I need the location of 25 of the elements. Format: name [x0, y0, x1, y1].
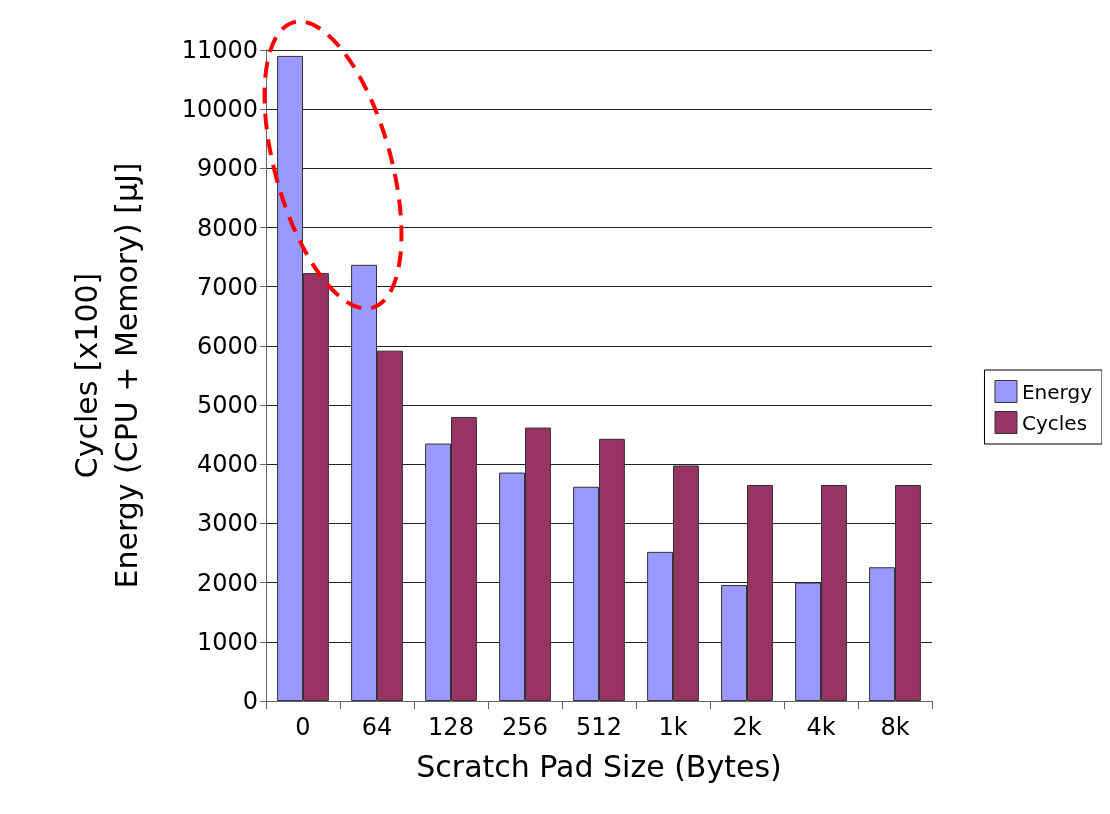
y-tick-label: 6000: [196, 331, 258, 360]
y-tick-label: 9000: [196, 154, 258, 183]
y-tick-label: 10000: [181, 95, 258, 124]
y-tick-label: 0: [242, 687, 258, 715]
x-tick-label: 64: [361, 713, 393, 741]
y-tick-label: 11000: [181, 36, 258, 64]
y-tick-label: 5000: [196, 391, 258, 420]
x-tick-label: 2k: [732, 713, 762, 741]
y-tick-label: 7000: [196, 272, 258, 301]
x-tick-label: 1k: [658, 713, 688, 741]
x-tick-label: 256: [502, 713, 548, 741]
x-tick-label: 128: [428, 713, 474, 741]
y-tick-label: 1000: [196, 627, 258, 656]
y-tick-label: 2000: [196, 568, 258, 597]
y-tick-label: 8000: [196, 213, 258, 242]
legend-label: Cycles: [1021, 410, 1088, 435]
x-axis-title: Scratch Pad Size (Bytes): [416, 748, 782, 784]
x-tick-label: 4k: [806, 713, 836, 741]
y-axis-title: Cycles [x100] Energy (CPU + Memory) [µJ]: [68, 162, 144, 589]
x-tick-label: 512: [576, 713, 622, 741]
x-tick-label: 0: [295, 713, 311, 741]
legend-label: Energy: [1021, 379, 1093, 404]
y-tick-label: 4000: [196, 450, 258, 479]
y-tick-label: 3000: [196, 509, 258, 538]
x-tick-label: 8k: [880, 713, 910, 741]
